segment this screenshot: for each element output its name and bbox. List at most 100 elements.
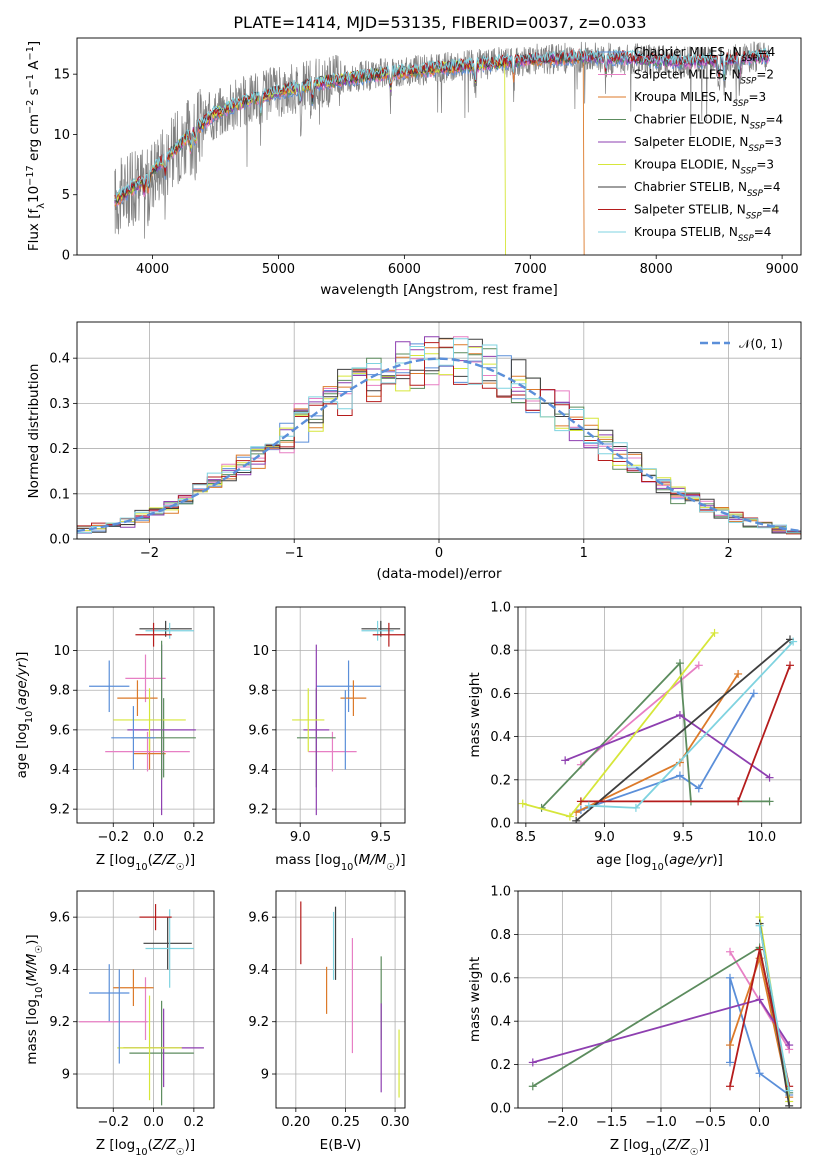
label-part: ( (24, 981, 40, 986)
x-tick-label: −2 (140, 546, 159, 561)
legend-label: Kroupa MILES, NSSP=3 (634, 90, 766, 109)
x-tick-label: 9.0 (594, 830, 615, 845)
label-part: mass [log (275, 852, 341, 868)
y-tick-label: 0.2 (490, 773, 511, 788)
series-line (575, 638, 791, 822)
axes-massweight_vs_age: 8.5 9.0 9.5 10.0 0.0 0.2 0.4 0.6 0.8 1.0 (490, 601, 801, 845)
label-part: ☉ (176, 862, 185, 873)
legend-label-main: Salpeter MILES, N (634, 68, 741, 82)
y-tick-label: 0.0 (490, 817, 511, 832)
label-part: ☉ (34, 945, 45, 954)
legend-label-sub: SSP (738, 234, 755, 244)
series-line (729, 977, 790, 1096)
histogram-series (77, 336, 801, 537)
legend-label-sub: SSP (741, 167, 758, 177)
x-tick-label: 5000 (262, 262, 295, 277)
data-spectrum-line (114, 41, 770, 239)
legend-label-sub: SSP (747, 189, 764, 199)
series-line (575, 673, 739, 814)
x-tick-label: 0.0 (143, 1115, 164, 1130)
x-tick-label: −1.5 (596, 1115, 628, 1130)
y-tick-label: 1.0 (490, 601, 511, 616)
frame-massweight_vs_age (517, 606, 802, 824)
y-tick-label: 9.2 (248, 803, 269, 818)
label-part: −1 (25, 46, 36, 60)
label-part: ] (26, 41, 42, 46)
ylabel-massweight_vs_age: mass weight (467, 672, 483, 757)
legend-label-tail: =4 (763, 180, 781, 194)
label-part: age/yr (14, 661, 30, 706)
y-tick-label: 10 (252, 644, 269, 659)
label-part: s (26, 88, 42, 99)
x-tick-label: −0.5 (694, 1115, 726, 1130)
errorbar-series-age_vs_Z (89, 620, 196, 816)
y-tick-label: 0.2 (49, 442, 70, 457)
y-tick-label: 0.4 (490, 730, 511, 745)
label-part: ( (353, 852, 358, 868)
y-tick-label: 9.6 (49, 723, 70, 738)
y-tick-label: 0.8 (490, 928, 511, 943)
legend-label-tail: =4 (754, 225, 772, 239)
errorbar-series-mass_vs_ebv (300, 901, 400, 1098)
label-part: )] (395, 852, 406, 868)
x-tick-label: −1.0 (645, 1115, 677, 1130)
legend-label: Chabrier ELODIE, NSSP=4 (634, 113, 783, 132)
y-tick-label: 9.6 (248, 723, 269, 738)
x-tick-label: 7000 (514, 262, 547, 277)
label-part: 10 (34, 987, 45, 999)
label-part: 10 (135, 1147, 147, 1158)
axes-residual_histogram: −2 −1 0 1 2 0.0 0.1 0.2 0.3 0.4 (49, 322, 801, 561)
frame-mass_vs_ebv (275, 890, 406, 1109)
ylabel-mass_vs_Z: mass [log10(M/M☉)] (24, 934, 45, 1064)
label-part: ☉ (386, 862, 395, 873)
y-tick-label: 0.1 (49, 487, 70, 502)
x-tick-label: 2 (724, 546, 732, 561)
x-tick-label: 9.5 (673, 830, 694, 845)
label-part: Z [log (96, 1137, 135, 1153)
x-tick-label: 1 (580, 546, 588, 561)
y-tick-label: 0.3 (49, 397, 70, 412)
spectrum-series (114, 41, 770, 255)
lines-massweight_vs_age (518, 628, 798, 823)
x-tick-label: −1 (285, 546, 304, 561)
x-tick-label: 8000 (640, 262, 673, 277)
y-tick-label: 9.6 (49, 911, 70, 926)
y-tick-label: 1.0 (490, 885, 511, 900)
label-part: ☉ (690, 1147, 699, 1158)
label-part: λ (36, 203, 47, 209)
x-tick-label: 8.5 (516, 830, 537, 845)
series-line (758, 925, 791, 1091)
model-spectrum-line (114, 47, 770, 201)
legend-label-main: Chabrier MILES, N (634, 45, 742, 59)
x-tick-label: 4000 (136, 262, 169, 277)
normal-curve-line (77, 357, 801, 533)
legend-label: 𝒩(0, 1) (739, 337, 783, 351)
x-tick-label: 0.20 (281, 1115, 310, 1130)
xlabel-age_vs_mass: mass [log10(M/M☉)] (275, 852, 405, 873)
x-tick-label: 0.0 (749, 1115, 770, 1130)
label-part: )] (712, 852, 723, 868)
label-part: 10 (135, 862, 147, 873)
legend-label: Chabrier MILES, NSSP=4 (634, 45, 775, 64)
y-tick-label: 9.6 (248, 911, 269, 926)
y-tick-label: 0.4 (490, 1015, 511, 1030)
histogram-ylabel: Normed distribution (26, 364, 42, 499)
frame-massweight_vs_Z (517, 890, 802, 1109)
ylabel-age_vs_Z: age [log10(age/yr)] (14, 652, 35, 779)
label-part: ( (148, 852, 153, 868)
legend-label-sub: SSP (733, 99, 750, 109)
axes-age_vs_Z: −0.2 0.0 0.2 9.2 9.4 9.6 9.8 10 (49, 607, 214, 845)
y-tick-label: 9.2 (49, 803, 70, 818)
label-part: Z/Z (152, 852, 177, 868)
legend-label: Kroupa ELODIE, NSSP=3 (634, 158, 774, 177)
series-line (580, 664, 700, 766)
y-tick-label: 10 (53, 644, 70, 659)
y-tick-label: 9.4 (49, 963, 70, 978)
legend-label-tail: =3 (756, 158, 774, 172)
label-part: erg cm (26, 114, 42, 165)
label-part: −2 (25, 100, 36, 114)
xlabel-age_vs_Z: Z [log10(Z/Z☉)] (96, 852, 195, 873)
x-tick-label: 9000 (766, 262, 799, 277)
label-part: Z [log (610, 1137, 649, 1153)
